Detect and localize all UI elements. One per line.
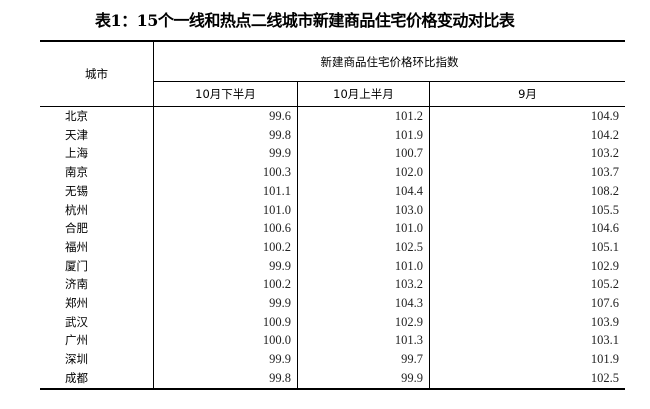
table-title: 表1：15个一线和热点二线城市新建商品住宅价格变动对比表 bbox=[95, 11, 515, 30]
city-cell: 成都 bbox=[40, 368, 154, 390]
value-cell: 105.5 bbox=[590, 202, 619, 217]
value-cell: 101.1 bbox=[153, 181, 298, 201]
table-row: 成都 99.8 99.9 102.5 bbox=[40, 368, 625, 390]
value-cell: 100.9 bbox=[153, 312, 298, 332]
value-cell: 103.0 bbox=[297, 200, 430, 220]
value-cell: 99.7 bbox=[297, 350, 430, 369]
city-cell: 深圳 bbox=[40, 350, 154, 369]
table-row: 北京 99.6 101.2 104.9 bbox=[40, 106, 625, 126]
table-row: 郑州 99.9 104.3 107.6 bbox=[40, 294, 625, 313]
city-cell: 厦门 bbox=[40, 256, 154, 276]
city-cell: 合肥 bbox=[40, 219, 154, 238]
value-cell: 102.5 bbox=[297, 237, 430, 257]
value-cell: 103.2 bbox=[590, 146, 619, 161]
value-cell: 105.2 bbox=[590, 277, 619, 292]
city-cell: 郑州 bbox=[40, 294, 154, 313]
value-cell: 108.2 bbox=[590, 183, 619, 198]
value-cell: 103.9 bbox=[590, 314, 619, 329]
value-cell: 102.9 bbox=[297, 312, 430, 332]
value-cell: 100.3 bbox=[153, 163, 298, 182]
value-cell: 103.7 bbox=[590, 165, 619, 180]
value-cell: 99.8 bbox=[153, 125, 298, 145]
value-cell: 99.9 bbox=[153, 350, 298, 369]
table-row: 南京 100.3 102.0 103.7 bbox=[40, 163, 625, 182]
city-cell: 天津 bbox=[40, 125, 154, 145]
value-cell: 104.2 bbox=[590, 127, 619, 142]
value-cell: 101.2 bbox=[297, 106, 430, 126]
value-cell: 101.0 bbox=[297, 256, 430, 276]
city-cell: 武汉 bbox=[40, 312, 154, 332]
city-cell: 北京 bbox=[40, 106, 154, 126]
table-row: 济南 100.2 103.2 105.2 bbox=[40, 275, 625, 295]
value-cell: 99.9 bbox=[153, 144, 298, 164]
value-cell: 101.9 bbox=[297, 125, 430, 145]
table-row: 天津 99.8 101.9 104.2 bbox=[40, 125, 625, 145]
city-cell: 上海 bbox=[40, 144, 154, 164]
table-row: 福州 100.2 102.5 105.1 bbox=[40, 237, 625, 257]
city-cell: 杭州 bbox=[40, 200, 154, 220]
city-cell: 广州 bbox=[40, 331, 154, 351]
price-index-table: 城市 新建商品住宅价格环比指数 10月下半月 10月上半月 9月 北京 99.6 1… bbox=[40, 40, 625, 390]
table-row: 武汉 100.9 102.9 103.9 bbox=[40, 312, 625, 332]
header-group: 新建商品住宅价格环比指数 bbox=[153, 40, 625, 82]
value-cell: 100.7 bbox=[297, 144, 430, 164]
value-cell: 99.6 bbox=[153, 106, 298, 126]
value-cell: 102.0 bbox=[297, 163, 430, 182]
value-cell: 101.3 bbox=[297, 331, 430, 351]
city-cell: 南京 bbox=[40, 163, 154, 182]
value-cell: 99.9 bbox=[297, 368, 430, 390]
table-row: 上海 99.9 100.7 103.2 bbox=[40, 144, 625, 164]
value-cell: 103.1 bbox=[590, 333, 619, 348]
value-cell: 100.6 bbox=[153, 219, 298, 238]
value-cell: 102.9 bbox=[590, 258, 619, 273]
value-cell: 107.6 bbox=[590, 296, 619, 311]
header-col: 9月 bbox=[429, 81, 625, 107]
header-city: 城市 bbox=[40, 40, 154, 107]
table-row: 杭州 101.0 103.0 105.5 bbox=[40, 200, 625, 220]
value-cell: 102.5 bbox=[429, 368, 625, 390]
city-cell: 无锡 bbox=[40, 181, 154, 201]
table-row: 深圳 99.9 99.7 101.9 bbox=[40, 350, 625, 369]
value-cell: 104.6 bbox=[590, 221, 619, 236]
table-row: 无锡 101.1 104.4 108.2 bbox=[40, 181, 625, 201]
value-cell: 100.2 bbox=[153, 237, 298, 257]
value-cell: 101.0 bbox=[297, 219, 430, 238]
value-cell: 103.2 bbox=[297, 275, 430, 295]
value-cell: 105.1 bbox=[590, 239, 619, 254]
value-cell: 99.9 bbox=[153, 294, 298, 313]
value-cell: 99.8 bbox=[153, 368, 298, 390]
value-cell: 104.9 bbox=[590, 109, 619, 123]
table-row: 合肥 100.6 101.0 104.6 bbox=[40, 219, 625, 238]
city-cell: 福州 bbox=[40, 237, 154, 257]
header-col: 10月下半月 bbox=[153, 81, 298, 107]
value-cell: 101.0 bbox=[153, 200, 298, 220]
value-cell: 99.9 bbox=[153, 256, 298, 276]
table-row: 广州 100.0 101.3 103.1 bbox=[40, 331, 625, 351]
header-col: 10月上半月 bbox=[297, 81, 430, 107]
value-cell: 101.9 bbox=[590, 352, 619, 367]
city-cell: 济南 bbox=[40, 275, 154, 295]
value-cell: 100.2 bbox=[153, 275, 298, 295]
value-cell: 104.4 bbox=[297, 181, 430, 201]
value-cell: 104.3 bbox=[297, 294, 430, 313]
table-row: 厦门 99.9 101.0 102.9 bbox=[40, 256, 625, 276]
value-cell: 100.0 bbox=[153, 331, 298, 351]
